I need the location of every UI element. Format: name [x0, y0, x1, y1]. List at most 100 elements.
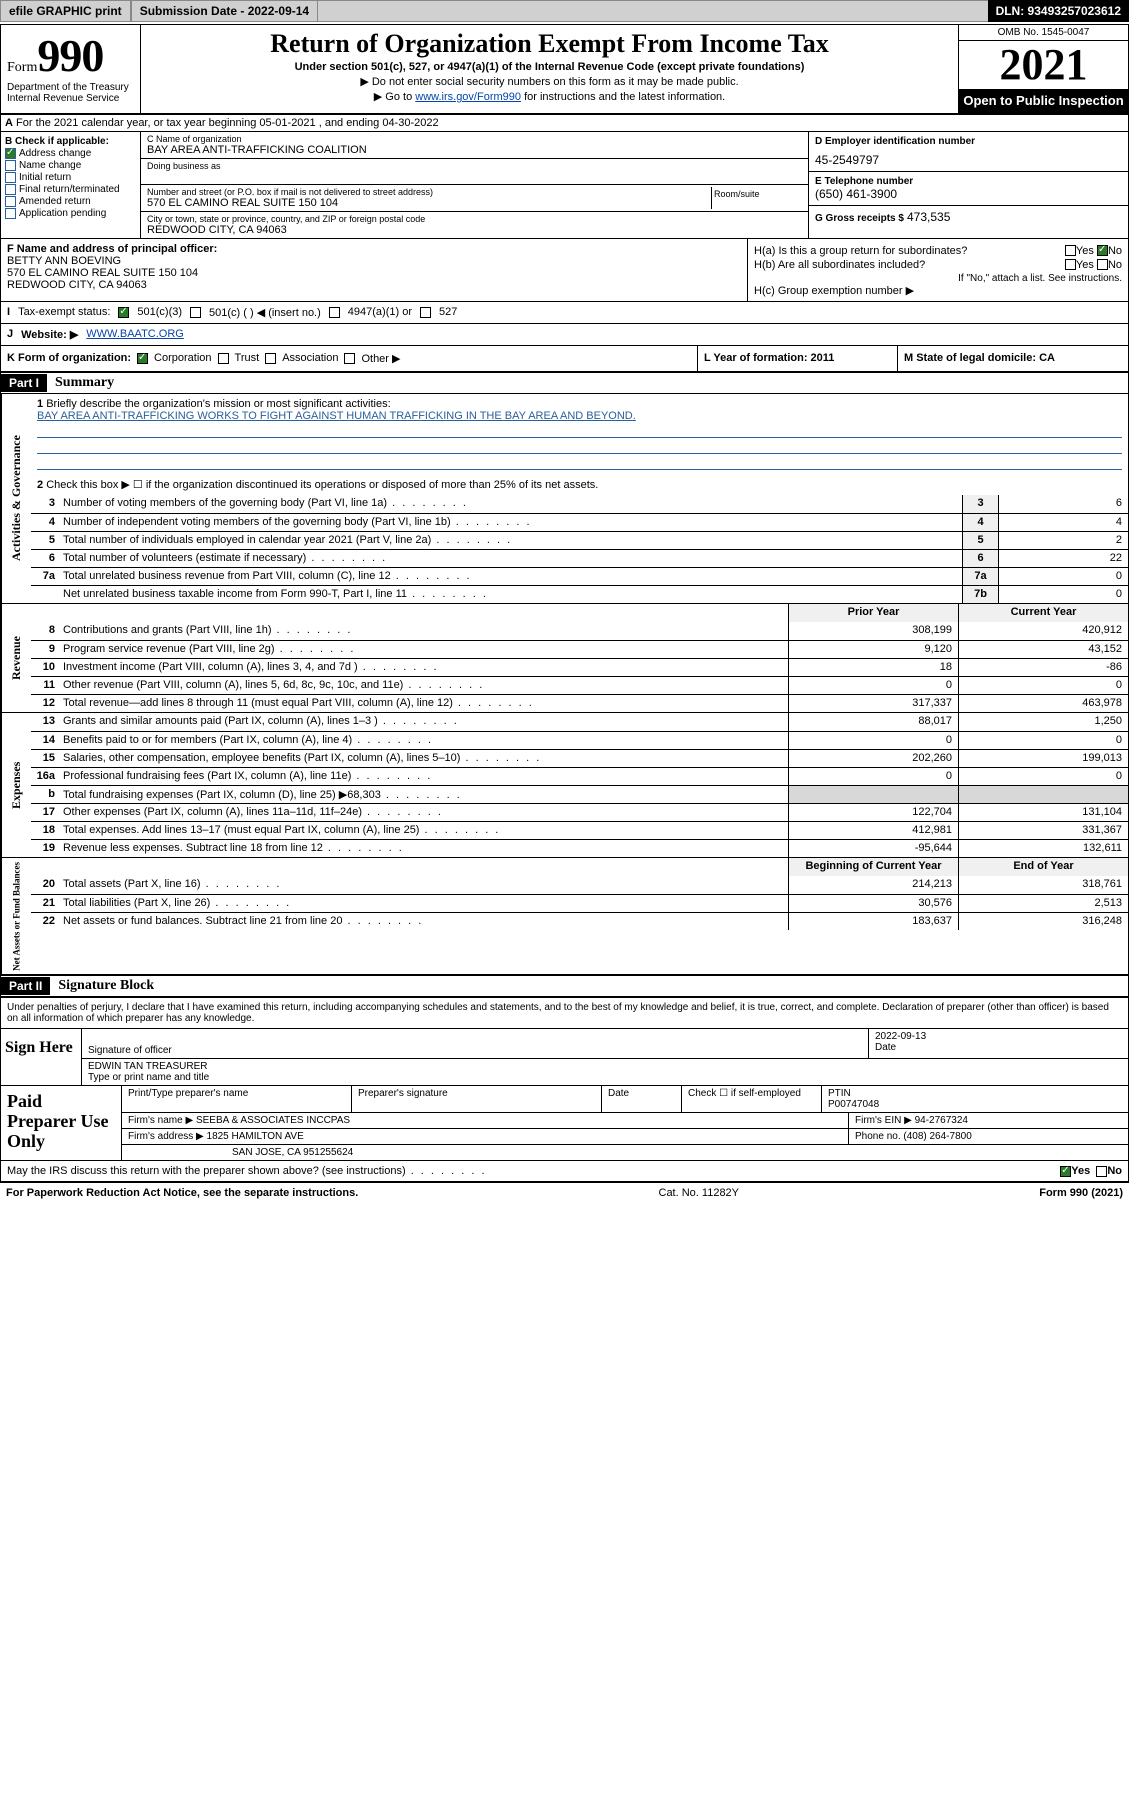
may-irs-discuss: May the IRS discuss this return with the…	[1, 1160, 1128, 1181]
firm-name: Firm's name ▶ SEEBA & ASSOCIATES INCCPAS	[121, 1113, 848, 1128]
org-name: BAY AREA ANTI-TRAFFICKING COALITION	[147, 144, 802, 156]
line-18: 18Total expenses. Add lines 13–17 (must …	[31, 821, 1128, 839]
line-19: 19Revenue less expenses. Subtract line 1…	[31, 839, 1128, 857]
vtab-expenses: Expenses	[1, 713, 31, 857]
firm-address: Firm's address ▶ 1825 HAMILTON AVE	[121, 1129, 848, 1144]
year-of-formation: L Year of formation: 2011	[698, 346, 898, 371]
line-8: 8Contributions and grants (Part VIII, li…	[31, 622, 1128, 640]
firm-ein: Firm's EIN ▶ 94-2767324	[848, 1113, 1128, 1128]
sign-here-label: Sign Here	[1, 1029, 81, 1085]
line-16a: 16aProfessional fundraising fees (Part I…	[31, 767, 1128, 785]
section-c-org-info: C Name of organization BAY AREA ANTI-TRA…	[141, 132, 808, 238]
efile-button[interactable]: efile GRAPHIC print	[0, 0, 131, 22]
form-subtitle-3: ▶ Go to www.irs.gov/Form990 for instruct…	[149, 90, 950, 103]
paid-preparer-label: Paid Preparer Use Only	[1, 1086, 121, 1160]
submission-date: Submission Date - 2022-09-14	[131, 0, 318, 22]
officer-addr1: 570 EL CAMINO REAL SUITE 150 104	[7, 267, 741, 279]
irs-label: Internal Revenue Service	[7, 93, 134, 104]
chk-corporation[interactable]	[137, 353, 148, 364]
gross-receipts: 473,535	[907, 210, 950, 224]
chk-name-change[interactable]: Name change	[5, 160, 136, 171]
col-end-year: End of Year	[958, 858, 1128, 876]
col-beginning-year: Beginning of Current Year	[788, 858, 958, 876]
line-13: 13Grants and similar amounts paid (Part …	[31, 713, 1128, 731]
line-3: 3Number of voting members of the governi…	[31, 495, 1128, 513]
line-b: bTotal fundraising expenses (Part IX, co…	[31, 785, 1128, 803]
line-15: 15Salaries, other compensation, employee…	[31, 749, 1128, 767]
chk-501c[interactable]	[190, 307, 201, 318]
signature-declaration: Under penalties of perjury, I declare th…	[1, 996, 1128, 1028]
chk-discuss-yes[interactable]	[1060, 1166, 1071, 1177]
topbar: efile GRAPHIC print Submission Date - 20…	[0, 0, 1129, 22]
form-title: Return of Organization Exempt From Incom…	[149, 29, 950, 59]
vtab-net-assets: Net Assets or Fund Balances	[1, 858, 31, 975]
ein: 45-2549797	[815, 147, 1122, 167]
officer-signed-name: EDWIN TAN TREASURER	[88, 1061, 1122, 1072]
line-6: 6Total number of volunteers (estimate if…	[31, 549, 1128, 567]
col-prior-year: Prior Year	[788, 604, 958, 622]
line-4: 4Number of independent voting members of…	[31, 513, 1128, 531]
line-1-mission: 1 Briefly describe the organization's mi…	[31, 394, 1128, 474]
chk-trust[interactable]	[218, 353, 229, 364]
firm-phone: Phone no. (408) 264-7800	[848, 1129, 1128, 1144]
firm-city: SAN JOSE, CA 951255624	[121, 1145, 1128, 1160]
state-of-domicile: M State of legal domicile: CA	[898, 346, 1128, 371]
col-current-year: Current Year	[958, 604, 1128, 622]
part-1-header: Part I Summary	[1, 371, 1128, 393]
open-to-public-badge: Open to Public Inspection	[959, 89, 1128, 113]
form-subtitle-2: ▶ Do not enter social security numbers o…	[149, 75, 950, 88]
row-j-website: JWebsite: ▶ WWW.BAATC.ORG	[1, 323, 1128, 345]
officer-addr2: REDWOOD CITY, CA 94063	[7, 279, 741, 291]
group-exemption: H(c) Group exemption number ▶	[754, 284, 1122, 297]
chk-discuss-no[interactable]	[1096, 1166, 1107, 1177]
line-9: 9Program service revenue (Part VIII, lin…	[31, 640, 1128, 658]
line-5: 5Total number of individuals employed in…	[31, 531, 1128, 549]
form-number: Form990	[7, 29, 134, 82]
line-20: 20Total assets (Part X, line 16) 214,213…	[31, 876, 1128, 894]
website-link[interactable]: WWW.BAATC.ORG	[86, 328, 184, 340]
chk-association[interactable]	[265, 353, 276, 364]
city-state-zip: REDWOOD CITY, CA 94063	[147, 224, 802, 236]
part-2-header: Part II Signature Block	[1, 974, 1128, 996]
form-990: Form990 Department of the Treasury Inter…	[0, 24, 1129, 1182]
street-address: 570 EL CAMINO REAL SUITE 150 104	[147, 197, 711, 209]
chk-4947[interactable]	[329, 307, 340, 318]
row-a-tax-year: A For the 2021 calendar year, or tax yea…	[1, 115, 1128, 132]
vtab-governance: Activities & Governance	[1, 394, 31, 603]
vtab-revenue: Revenue	[1, 604, 31, 712]
section-b-checkboxes: B Check if applicable: Address change Na…	[1, 132, 141, 238]
section-h-group: H(a) Is this a group return for subordin…	[748, 239, 1128, 301]
chk-application-pending[interactable]: Application pending	[5, 208, 136, 219]
line-12: 12Total revenue—add lines 8 through 11 (…	[31, 694, 1128, 712]
telephone: (650) 461-3900	[815, 187, 1122, 201]
line-7b: Net unrelated business taxable income fr…	[31, 585, 1128, 603]
line-14: 14Benefits paid to or for members (Part …	[31, 731, 1128, 749]
chk-final-return[interactable]: Final return/terminated	[5, 184, 136, 195]
signature-date: 2022-09-13	[875, 1031, 1122, 1042]
chk-other[interactable]	[344, 353, 355, 364]
dln: DLN: 93493257023612	[988, 0, 1129, 22]
row-k-form-org: K Form of organization: Corporation Trus…	[1, 346, 698, 371]
irs-form990-link[interactable]: www.irs.gov/Form990	[415, 91, 521, 103]
form-header: Form990 Department of the Treasury Inter…	[1, 25, 1128, 115]
line-17: 17Other expenses (Part IX, column (A), l…	[31, 803, 1128, 821]
line-7a: 7aTotal unrelated business revenue from …	[31, 567, 1128, 585]
section-f-officer: F Name and address of principal officer:…	[1, 239, 748, 301]
line-2-discontinued: 2 Check this box ▶ ☐ if the organization…	[31, 474, 1128, 495]
ptin: P00747048	[828, 1099, 879, 1110]
line-10: 10Investment income (Part VIII, column (…	[31, 658, 1128, 676]
chk-501c3[interactable]	[118, 307, 129, 318]
form-subtitle-1: Under section 501(c), 527, or 4947(a)(1)…	[149, 61, 950, 73]
chk-527[interactable]	[420, 307, 431, 318]
dept-treasury: Department of the Treasury	[7, 82, 134, 93]
line-21: 21Total liabilities (Part X, line 26) 30…	[31, 894, 1128, 912]
line-22: 22Net assets or fund balances. Subtract …	[31, 912, 1128, 930]
page-footer: For Paperwork Reduction Act Notice, see …	[0, 1182, 1129, 1203]
chk-amended-return[interactable]: Amended return	[5, 196, 136, 207]
chk-address-change[interactable]: Address change	[5, 148, 136, 159]
omb-number: OMB No. 1545-0047	[959, 25, 1128, 41]
row-i-tax-exempt: ITax-exempt status: 501(c)(3) 501(c) ( )…	[1, 301, 1128, 323]
section-d-e-g: D Employer identification number 45-2549…	[808, 132, 1128, 238]
chk-initial-return[interactable]: Initial return	[5, 172, 136, 183]
tax-year: 2021	[959, 41, 1128, 89]
